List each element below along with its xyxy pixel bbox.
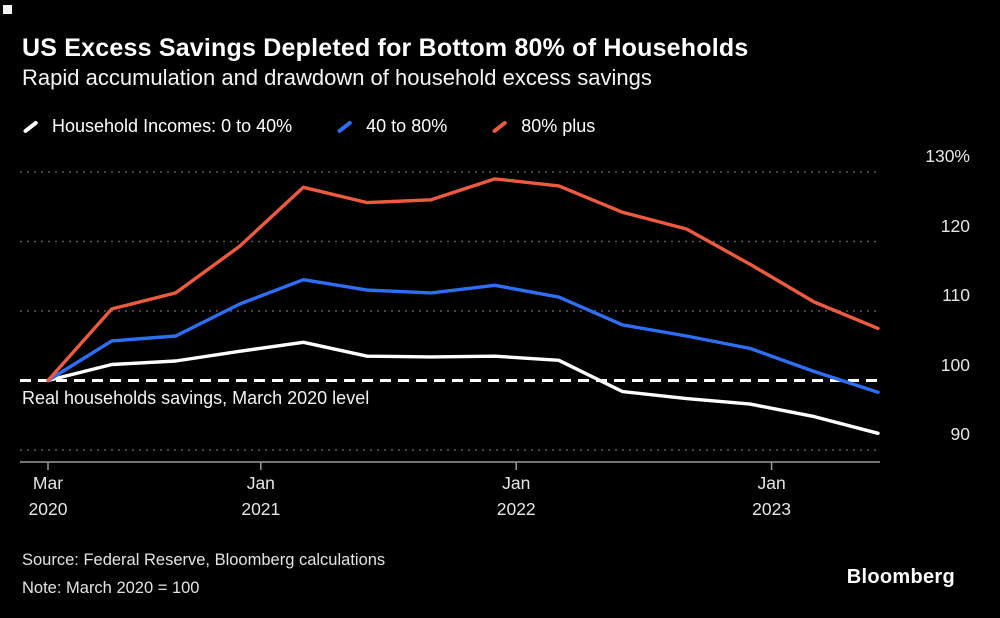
y-axis-label: 130% — [925, 146, 970, 166]
source-text: Source: Federal Reserve, Bloomberg calcu… — [22, 551, 386, 569]
series-line — [46, 177, 880, 383]
bloomberg-logo: Bloomberg — [846, 566, 955, 588]
legend-item-80-plus: 80% plus — [491, 116, 595, 137]
chart-title: US Excess Savings Depleted for Bottom 80… — [22, 34, 749, 62]
legend-item-0-40: Household Incomes: 0 to 40% — [22, 116, 292, 137]
series-line — [46, 340, 880, 435]
x-axis-label: Jan 2022 — [496, 473, 536, 519]
legend-label: Household Incomes: 0 to 40% — [52, 116, 293, 136]
legend-label: 80% plus — [521, 116, 596, 136]
y-axis-label: 100 — [940, 354, 970, 375]
chart-subtitle: Rapid accumulation and drawdown of house… — [22, 65, 652, 90]
x-axis-label: Mar 2020 — [28, 473, 68, 519]
y-axis-label: 90 — [950, 424, 970, 444]
reference-line-label: Real households savings, March 2020 leve… — [22, 388, 370, 408]
y-axis-label: 120 — [940, 215, 970, 236]
series-line — [46, 278, 880, 394]
y-axis-label: 110 — [942, 285, 970, 305]
note-text: Note: March 2020 = 100 — [22, 579, 200, 597]
legend-label: 40 to 80% — [366, 116, 448, 136]
x-axis-label: Jan 2023 — [752, 473, 792, 519]
legend: Household Incomes: 0 to 40% 40 to 80% 80… — [22, 116, 595, 137]
legend-item-40-80: 40 to 80% — [336, 116, 447, 137]
x-axis-label: Jan 2021 — [241, 473, 281, 519]
cursor-artifact — [3, 5, 12, 14]
